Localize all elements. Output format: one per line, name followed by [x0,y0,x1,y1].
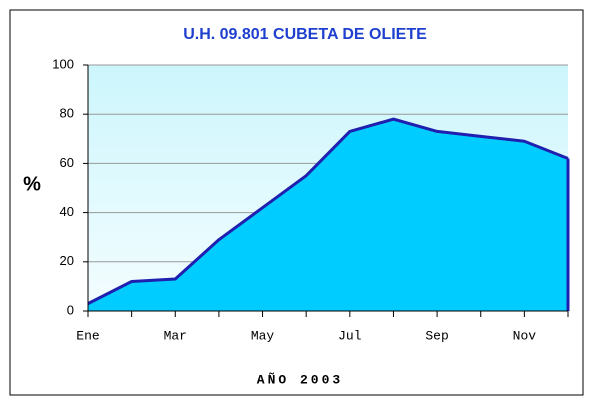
y-tick-label: 0 [67,302,74,317]
y-axis-label: % [23,173,41,195]
area [88,119,568,312]
line [87,117,569,305]
x-tick-label: Ene [76,328,99,343]
y-tick-label: 40 [60,204,74,219]
x-tick-label: Sep [425,328,448,343]
x-tick-label: May [251,328,275,343]
x-tick-label: Nov [513,328,537,343]
y-tick-label: 100 [52,56,74,71]
y-tick-label: 80 [60,106,74,121]
x-axis-label: AÑO 2003 [257,372,343,387]
x-tick-label: Mar [164,328,187,343]
chart-title: U.H. 09.801 CUBETA DE OLIETE [183,26,427,43]
y-tick-label: 20 [60,253,74,268]
x-tick-label: Jul [338,328,362,343]
y-tick-label: 60 [60,155,74,170]
